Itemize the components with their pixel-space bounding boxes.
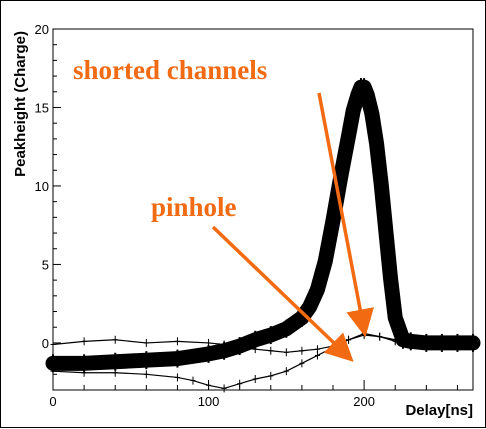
y-tick-label: 20 xyxy=(35,22,49,37)
y-tick-label: 0 xyxy=(42,336,49,351)
annotation-arrow-1 xyxy=(211,225,354,362)
annotation-arrow-0 xyxy=(317,92,374,338)
x-tick-label: 200 xyxy=(353,394,375,409)
annotation-shorted-channels: shorted channels xyxy=(73,55,267,85)
x-axis: 0 100 200 xyxy=(49,380,458,409)
y-tick-label: 15 xyxy=(35,100,49,115)
series-line-0 xyxy=(45,79,481,371)
y-tick-label: 10 xyxy=(35,179,49,194)
x-tick-label: 100 xyxy=(198,394,220,409)
x-tick-label: 0 xyxy=(49,394,56,409)
y-axis-title: Peakheight (Charge) xyxy=(12,31,29,177)
plot-area xyxy=(52,28,474,391)
series-line-2 xyxy=(52,332,474,390)
y-axis: 0 5 10 15 20 xyxy=(35,22,61,391)
annotation-pinhole: pinhole xyxy=(151,192,237,222)
x-axis-title: Delay[ns] xyxy=(405,402,473,419)
series-layer xyxy=(45,78,481,393)
annotation-layer: shorted channels pinhole xyxy=(73,55,374,362)
y-tick-label: 5 xyxy=(42,257,49,272)
